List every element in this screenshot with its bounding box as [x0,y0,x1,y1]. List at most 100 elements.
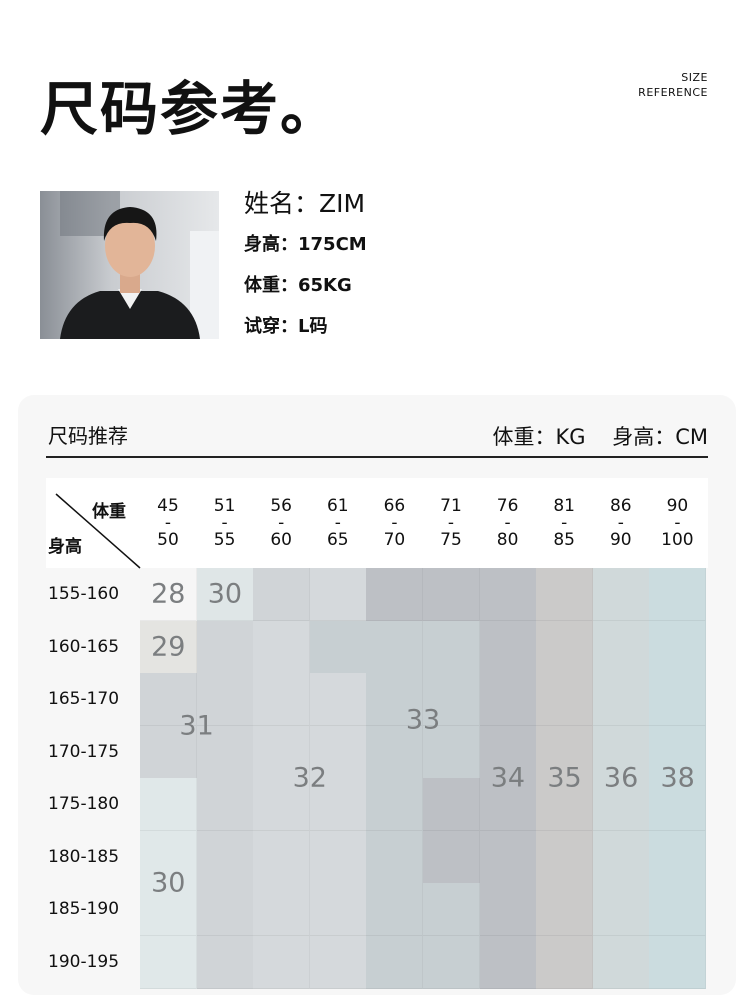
size-cell [479,883,537,936]
size-label: 35 [547,762,582,794]
weight-bound: - [278,513,285,533]
weight-bound: 45 [157,496,179,516]
model-name: 姓名：ZIM [244,189,366,218]
size-label: 34 [490,762,526,794]
size-cell [536,620,594,674]
weight-bound: 51 [213,496,236,516]
size-cell [140,673,198,726]
weight-column-header: 71-75 [423,498,479,549]
corner-weight-label: 体重 [92,502,126,522]
size-cell [536,673,594,726]
weight-bound: 90 [609,530,632,550]
weight-bound: 60 [270,530,292,550]
weight-bound: 75 [440,530,462,550]
height-row-header: 180-185 [48,846,120,867]
page-title: 尺码参考。 [40,75,341,143]
size-cell [649,883,707,936]
size-cell [366,568,424,621]
model-size: 试穿：L码 [244,316,328,337]
size-cell [140,935,198,989]
size-label: 30 [207,578,243,610]
model-weight: 体重：65KG [244,275,352,296]
size-cell [592,778,650,831]
size-cell [536,568,594,621]
size-cell [536,830,594,884]
size-cell [196,725,254,779]
size-cell [253,620,311,674]
weight-bound: 50 [157,530,179,550]
height-row-header: 185-190 [48,899,120,919]
size-cell [140,568,198,621]
corner-height-label: 身高 [48,537,82,557]
size-cell [649,935,707,989]
weight-column-header: 51-55 [197,498,253,549]
size-cell [253,673,311,726]
weight-bound: 61 [326,496,349,516]
model-info: 姓名：ZIM 身高：175CM 体重：65KG 试穿：L码 [244,184,367,353]
weight-bound: 70 [383,530,406,550]
weight-bound: 55 [213,530,236,550]
size-cell [309,673,367,726]
size-cell [592,673,650,726]
weight-bound: - [504,513,511,533]
size-cell [479,673,537,726]
size-cell [423,778,481,831]
size-chart-title: 尺码推荐 [48,424,128,448]
weight-bound: 100 [661,530,694,550]
size-cell [649,778,707,831]
size-cell [536,778,594,831]
size-cell [140,620,198,674]
size-label: 29 [151,631,186,663]
weight-column-header: 61-65 [310,498,366,549]
size-cell [649,568,707,621]
weight-bound: 80 [496,530,519,550]
size-cell [366,830,424,884]
model-illustration [60,191,219,339]
subtitle: SIZE REFERENCE [638,70,708,100]
size-cell [366,725,424,779]
size-cell [423,725,481,779]
corner-diagonal [55,493,141,569]
size-cell [649,620,707,674]
size-cell [196,778,254,831]
size-label: 30 [151,867,186,899]
size-label: 36 [603,762,639,794]
size-cell [196,935,254,989]
size-cell [423,568,481,621]
weight-bound: - [391,513,398,533]
size-cell [140,778,198,831]
weight-bound: - [561,513,568,533]
size-cell [309,725,367,779]
size-cell [592,830,650,884]
size-cell [140,830,198,884]
weight-bound: 71 [440,496,462,516]
weight-bound: 56 [270,496,292,516]
size-cell [196,673,254,726]
weight-column-header: 90-100 [649,498,705,549]
size-cell [479,568,537,621]
size-cell [649,673,707,726]
weight-column-header: 56-60 [253,498,309,549]
size-cell [423,673,481,726]
size-cell [423,935,481,989]
size-cell [140,883,198,936]
weight-column-header: 45-50 [140,498,196,549]
size-cell [592,935,650,989]
weight-bound: 86 [609,496,632,516]
divider [46,456,708,458]
size-label: 31 [179,710,214,741]
size-label: 33 [405,704,441,736]
weight-bound: - [334,513,341,533]
size-cell [309,620,367,674]
size-label: 28 [151,578,186,610]
size-label: 38 [660,762,695,794]
weight-column-header: 76-80 [480,498,536,549]
weight-bound: 65 [326,530,349,550]
weight-column-header: 81-85 [536,498,592,549]
weight-column-header: 86-90 [593,498,649,549]
weight-column-header: 66-70 [366,498,422,549]
size-cell [649,830,707,884]
weight-bound: - [447,513,455,533]
model-photo [40,191,219,339]
